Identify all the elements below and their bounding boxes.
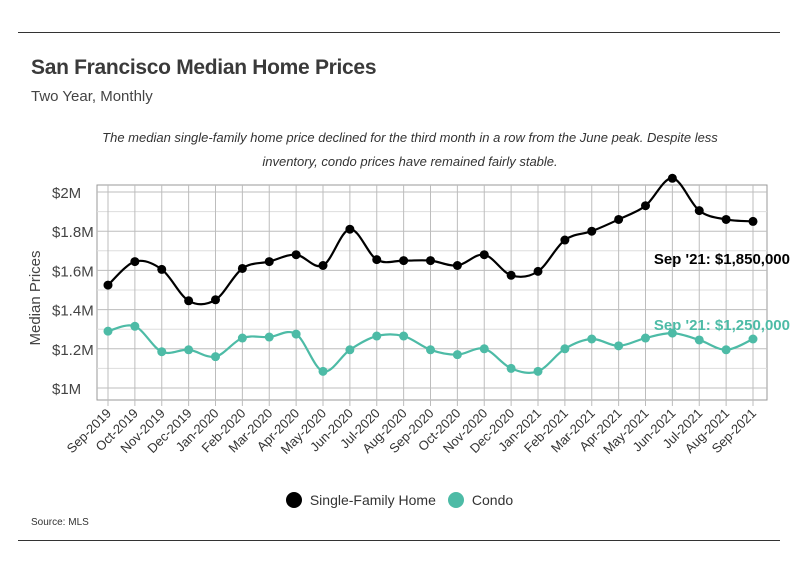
chart-subtitle: Two Year, Monthly (31, 88, 153, 105)
data-point-condo (748, 334, 758, 344)
data-point-condo (318, 366, 328, 376)
legend-label-condo: Condo (471, 492, 514, 508)
data-point-condo (291, 329, 301, 339)
data-point-single-family (721, 214, 731, 224)
data-point-single-family (318, 261, 328, 270)
data-point-condo (103, 326, 113, 336)
data-point-condo (533, 366, 543, 376)
data-point-single-family (614, 214, 624, 224)
data-point-condo (130, 321, 140, 331)
data-point-condo (184, 345, 194, 355)
data-point-condo (399, 331, 409, 341)
annotation-condo: Sep '21: $1,250,000 (654, 317, 790, 334)
data-point-condo (372, 331, 382, 341)
y-tick-label: $1.8M (52, 224, 94, 241)
data-point-condo (452, 350, 462, 360)
y-tick-label: $1.6M (52, 263, 94, 280)
bottom-rule (18, 540, 780, 541)
legend-swatch-condo (447, 492, 464, 508)
legend-swatch-single-family (285, 492, 302, 508)
data-point-single-family (264, 257, 274, 267)
y-tick-label: $1.4M (52, 303, 94, 320)
data-point-condo (721, 345, 731, 355)
data-point-condo (587, 334, 597, 344)
data-point-condo (479, 344, 489, 354)
top-rule (18, 32, 780, 33)
chart-description: The median single-family home price decl… (102, 130, 718, 169)
data-point-condo (694, 335, 704, 345)
y-axis-label: Median Prices (27, 250, 44, 345)
data-point-condo (667, 328, 677, 338)
data-point-condo (506, 363, 516, 373)
data-point-single-family (479, 250, 489, 260)
data-point-condo (345, 345, 355, 355)
data-point-single-family (748, 216, 758, 226)
data-point-single-family (291, 250, 301, 260)
data-point-single-family (399, 256, 409, 266)
data-point-single-family (130, 257, 140, 267)
data-point-single-family (345, 224, 355, 234)
data-point-condo (264, 332, 274, 342)
data-point-single-family (560, 235, 570, 245)
data-point-single-family (641, 201, 650, 211)
data-point-single-family (184, 296, 194, 306)
legend-item-condo[interactable]: Condo (447, 492, 514, 508)
data-point-condo (237, 333, 247, 343)
data-point-condo (211, 352, 220, 362)
data-point-single-family (372, 255, 382, 265)
data-point-single-family (587, 226, 597, 236)
source-note: Source: MLS (31, 517, 89, 528)
data-point-single-family (237, 263, 247, 273)
legend: Single-Family Home Condo (0, 492, 799, 508)
data-point-condo (614, 341, 624, 351)
y-tick-label: $1M (52, 381, 81, 398)
data-point-single-family (694, 206, 704, 216)
data-point-condo (426, 345, 435, 355)
y-tick-label: $1.2M (52, 342, 94, 359)
data-point-single-family (452, 261, 462, 270)
data-point-single-family (211, 295, 220, 305)
data-point-single-family (426, 256, 435, 266)
data-point-condo (560, 344, 570, 354)
legend-label-single-family: Single-Family Home (309, 492, 436, 508)
annotation-single-family: Sep '21: $1,850,000 (654, 251, 790, 268)
data-point-single-family (103, 280, 113, 290)
data-point-single-family (667, 173, 677, 183)
data-point-condo (157, 347, 167, 357)
y-tick-label: $2M (52, 185, 81, 202)
data-point-single-family (533, 266, 543, 276)
legend-item-single-family[interactable]: Single-Family Home (285, 492, 436, 508)
data-point-single-family (506, 270, 516, 280)
data-point-single-family (157, 264, 167, 274)
plot-frame (96, 184, 768, 401)
chart-title: San Francisco Median Home Prices (31, 56, 377, 79)
data-point-condo (641, 333, 650, 343)
